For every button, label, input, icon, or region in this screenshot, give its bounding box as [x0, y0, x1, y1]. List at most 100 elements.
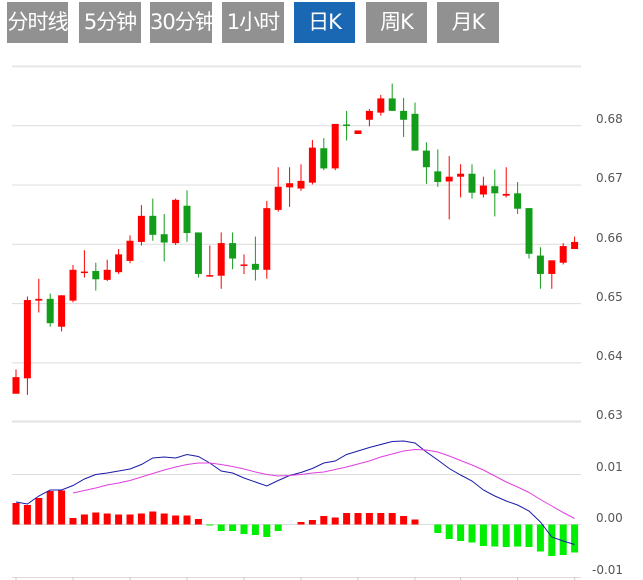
histogram-bar — [149, 511, 157, 525]
candle-body — [194, 232, 202, 274]
candles — [12, 83, 579, 395]
tab-weekly-k[interactable]: 周K — [366, 2, 427, 43]
candle-body — [35, 298, 43, 301]
candle-body — [559, 246, 567, 263]
dea-line — [72, 448, 575, 519]
candle-body — [115, 254, 123, 273]
tab-timeline[interactable]: 分时线 — [7, 2, 68, 43]
histogram-bar — [229, 524, 237, 531]
candle — [468, 164, 476, 199]
histogram-bar — [468, 524, 476, 543]
price-tick: 0.63 — [596, 408, 623, 422]
histogram-bar — [559, 524, 567, 555]
histogram-bar — [297, 522, 305, 525]
histogram-bar — [502, 524, 510, 547]
candle — [35, 278, 43, 313]
tab-1hour[interactable]: 1小时 — [222, 2, 284, 43]
candle — [297, 164, 305, 191]
candle — [422, 142, 430, 184]
candle-body — [320, 148, 328, 169]
candle — [525, 208, 533, 259]
tab-daily-k[interactable]: 日K — [294, 2, 355, 43]
candle-body — [12, 377, 20, 394]
candle-body — [286, 183, 294, 188]
histogram-bar — [103, 513, 111, 525]
histogram-bar — [445, 524, 453, 539]
candle-body — [479, 185, 487, 195]
candle — [308, 139, 316, 185]
histogram-bar — [12, 503, 20, 525]
candle-body — [445, 176, 453, 182]
tab-30min[interactable]: 30分钟 — [150, 2, 212, 43]
candle-body — [149, 215, 157, 235]
candle — [194, 232, 202, 278]
candle-body — [172, 199, 180, 244]
macd-lines — [15, 440, 575, 545]
macd-axis: 0.01 0.00 -0.01 — [592, 460, 623, 577]
histogram-bar — [23, 505, 31, 525]
candle — [240, 254, 248, 274]
candle-body — [263, 208, 271, 270]
candle-body — [491, 186, 499, 194]
histogram-bar — [183, 515, 191, 525]
candle-body — [160, 234, 168, 243]
candle — [502, 167, 510, 198]
histogram-bar — [491, 524, 499, 547]
candle — [172, 198, 180, 245]
histogram-bar — [548, 524, 556, 556]
histogram-bar — [115, 514, 123, 525]
candle — [571, 236, 579, 250]
candle — [251, 236, 259, 281]
candle — [23, 296, 31, 395]
histogram-bar — [92, 512, 100, 525]
histogram-bar — [434, 524, 442, 533]
price-tick: 0.68 — [596, 112, 623, 126]
price-axis: 0.68 0.67 0.66 0.65 0.64 0.63 — [596, 112, 623, 422]
candle — [331, 123, 339, 171]
candle-body — [502, 193, 510, 196]
candle-body — [80, 271, 88, 274]
candle-body — [525, 208, 533, 254]
histogram-bar — [126, 514, 134, 525]
candle-body — [92, 270, 100, 280]
tab-5min[interactable]: 5分钟 — [79, 2, 141, 43]
candle — [559, 243, 567, 265]
candle-body — [229, 243, 237, 259]
candle — [536, 247, 544, 289]
histogram-bar — [525, 524, 533, 547]
candle-body — [411, 113, 419, 151]
candle — [58, 295, 66, 332]
candle-body — [308, 147, 316, 183]
candle — [92, 262, 100, 291]
candle — [206, 245, 214, 277]
candle — [46, 293, 54, 327]
histogram-bar — [377, 513, 385, 525]
histogram-bar — [35, 498, 43, 525]
histogram-bar — [354, 513, 362, 525]
candle-body — [137, 215, 145, 242]
candle — [377, 94, 385, 116]
candle — [365, 109, 373, 127]
histogram-bar — [536, 524, 544, 552]
candle — [434, 149, 442, 187]
candle — [388, 83, 396, 111]
candle-body — [46, 298, 54, 324]
histogram-bar — [331, 517, 339, 525]
histogram-bar — [343, 513, 351, 525]
candle-body — [251, 263, 259, 270]
candle — [263, 201, 271, 279]
histogram-bar — [411, 519, 419, 525]
candle — [320, 138, 328, 171]
candle — [229, 232, 237, 270]
histogram-bar — [571, 524, 579, 553]
candle-body — [297, 180, 305, 189]
candle-body — [388, 98, 396, 111]
histogram-bar — [206, 524, 214, 526]
macd-tick: 0.01 — [596, 460, 623, 474]
tab-monthly-k[interactable]: 月K — [437, 2, 499, 43]
candle — [217, 232, 225, 289]
histogram-bar — [46, 491, 54, 525]
candle — [274, 167, 282, 212]
candle-body — [400, 110, 408, 120]
